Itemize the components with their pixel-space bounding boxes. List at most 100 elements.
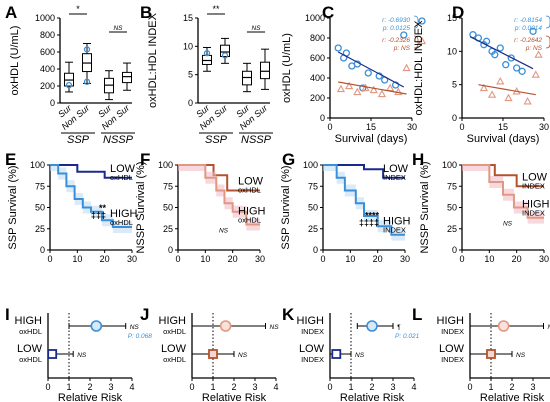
panel-label: K: [282, 305, 295, 324]
row-note: NS: [516, 352, 526, 359]
scatter-point-triangle: [369, 85, 378, 94]
y-tick-label: 15: [447, 13, 457, 23]
estimate-marker: [90, 320, 103, 332]
scatter-point-circle: [400, 31, 408, 39]
row-sublabel: INDEX: [301, 327, 324, 336]
y-tick-label: 25: [308, 224, 318, 234]
scatter-point-circle: [491, 51, 499, 59]
correlation-stat: r: -0.2326: [382, 37, 410, 44]
y-axis-title: SSP Survival (%): [7, 165, 19, 249]
scatter-point-triangle: [353, 87, 362, 96]
x-tick-label: 4: [129, 382, 134, 392]
x-axis-title: Survival (days): [335, 133, 408, 145]
y-tick-label: 5: [188, 70, 193, 80]
y-tick-label: 50: [308, 203, 318, 213]
y-tick-label: 75: [163, 181, 173, 191]
row-label: HIGH: [15, 315, 43, 327]
x-tick-label: 1: [348, 382, 353, 392]
x-tick-label: 2: [369, 382, 374, 392]
curve-sublabel: oxHDL: [238, 216, 261, 225]
scatter-point-triangle: [377, 89, 387, 98]
x-axis-title: Relative Risk: [202, 392, 267, 402]
y-tick-label: 0: [40, 245, 45, 255]
y-tick-label: 50: [35, 203, 45, 213]
y-tick-label: 100: [30, 160, 45, 170]
y-tick-label: 25: [163, 224, 173, 234]
x-tick-label: 30: [539, 122, 549, 132]
box-body: [122, 71, 132, 84]
row-note: NS: [548, 324, 550, 331]
row-note: NS: [77, 352, 87, 359]
y-tick-label: 0: [313, 245, 318, 255]
outlier-point: [83, 46, 91, 53]
x-tick-label: 30: [400, 254, 410, 264]
row-sublabel: oxHDL: [163, 327, 186, 336]
scatter-point-circle: [513, 64, 521, 72]
confidence-band: [178, 165, 260, 231]
x-tick-label: 0: [459, 254, 464, 264]
y-axis-title: NSSP Survival (%): [419, 161, 431, 253]
group-label: SSP: [205, 134, 228, 146]
y-tick-label: 0: [452, 113, 457, 123]
outlier-point: [65, 82, 73, 89]
significance-label: NS: [251, 25, 261, 32]
y-tick-label: 50: [447, 203, 457, 213]
x-tick-label: 0: [175, 254, 180, 264]
x-tick-label: 0: [189, 382, 194, 392]
x-tick-label: 0: [459, 122, 464, 132]
y-axis-title: oxHDL:HDL INDEX: [147, 12, 159, 108]
y-axis-title: NSSP Survival (%): [135, 161, 147, 253]
x-axis-title: Relative Risk: [480, 392, 545, 402]
estimate-marker: [366, 320, 378, 332]
x-tick-label: 1: [488, 382, 493, 392]
panel-label: D: [452, 3, 464, 22]
x-tick-label: 10: [345, 254, 355, 264]
curve-label: HIGH: [383, 216, 411, 228]
regression-line: [478, 84, 536, 96]
x-tick-label: 15: [498, 122, 508, 132]
row-pvalue: P: 0.021: [395, 333, 420, 340]
y-tick-label: 600: [310, 53, 325, 63]
correlation-stat: p: 0.0014: [514, 25, 542, 32]
survival-curve: [178, 164, 260, 192]
x-tick-label: 0: [467, 382, 472, 392]
scatter-point-triangle: [487, 90, 497, 98]
row-note: ¶: [397, 324, 401, 331]
scatter-point-triangle: [479, 83, 489, 92]
row-label: HIGH: [437, 315, 465, 327]
curve-label: LOW: [522, 171, 548, 183]
confidence-band: [50, 165, 132, 233]
survival-curve: [462, 164, 544, 219]
scatter-point-triangle: [496, 77, 505, 85]
group-label: NSSP: [241, 134, 272, 146]
y-tick-label: 200: [40, 81, 55, 91]
x-tick-label: 10: [72, 254, 82, 264]
curve-sublabel: oxHDL: [110, 173, 133, 182]
x-tick-label: 1: [66, 382, 71, 392]
curve-sublabel: oxHDL: [110, 218, 133, 227]
curve-sublabel: INDEX: [383, 173, 406, 182]
curve-label: LOW: [238, 176, 264, 188]
x-tick-label: 3: [108, 382, 113, 392]
scatter-point-circle: [502, 61, 510, 69]
stat-brace: [545, 35, 550, 49]
y-axis-title: oxHDL:HDL INDEX: [413, 20, 425, 116]
significance-mark: ‡‡‡‡: [359, 218, 379, 228]
panel-L: L01234Relative RiskHIGHINDEXNSLOWINDEXNS: [412, 305, 550, 402]
row-sublabel: INDEX: [441, 327, 464, 336]
stat-legend-marker: [417, 36, 427, 45]
y-tick-label: 600: [40, 47, 55, 57]
panel-label: G: [282, 150, 295, 169]
scatter-point-circle: [518, 67, 526, 75]
x-tick-label: 20: [228, 254, 238, 264]
x-axis-title: Survival (days): [467, 133, 540, 145]
scatter-point-circle: [529, 27, 537, 35]
curve-sublabel: INDEX: [383, 226, 406, 235]
x-tick-label: 4: [411, 382, 416, 392]
row-sublabel: oxHDL: [163, 355, 186, 364]
